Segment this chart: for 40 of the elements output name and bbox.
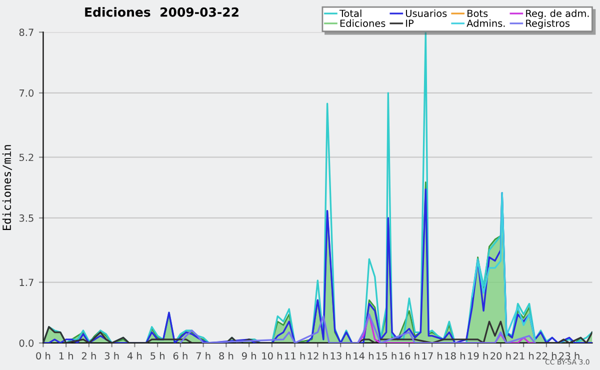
legend-label: Ediciones [340,19,386,27]
y-tick-label: 7.0 [20,89,34,97]
x-tick-label: 7 h [196,352,210,360]
y-tick-label: 3.5 [19,214,34,222]
x-tick-label: 22 h [536,352,556,360]
legend-label: Reg. de adm. [526,10,589,19]
chart-title: Ediciones 2009-03-22 [85,7,238,17]
y-axis-title: Ediciones/min [2,145,12,230]
x-tick-label: 9 h [242,352,256,360]
x-tick-label: 18 h [445,352,465,360]
legend-label: IP [406,20,414,27]
y-tick-label: 1.7 [20,278,34,286]
x-tick-label: 15 h [376,352,396,360]
legend-label: Usuarios [406,10,447,18]
x-tick-label: 12 h [308,352,328,360]
legend-label: Registros [526,19,570,29]
x-tick-label: 16 h [399,352,420,360]
legend-label: Bots [468,10,488,18]
x-tick-label: 1 h [59,352,73,360]
x-tick-label: 23 h [559,352,580,360]
x-tick-label: 8 h [219,352,234,360]
x-tick-label: 13 h [330,352,351,360]
x-tick-label: 17 h [422,352,442,360]
x-tick-label: 10 h [262,352,282,360]
x-tick-label: 11 h [285,352,305,360]
legend-label: Total [339,10,362,18]
x-tick-label: 6 h [173,352,188,360]
x-tick-label: 20 h [490,352,511,360]
x-tick-label: 5 h [150,352,164,360]
legend-label: Admins. [466,19,505,27]
x-tick-label: 19 h [468,352,488,360]
x-tick-label: 21 h [513,352,534,360]
y-tick-label: 8.7 [19,28,34,36]
y-tick-label: 5.2 [19,154,34,162]
x-tick-label: 2 h [82,352,96,360]
x-tick-label: 0 h [36,352,50,360]
y-tick-label: 0.0 [19,339,34,347]
x-tick-label: 14 h [354,352,374,360]
x-tick-label: 4 h [127,352,142,360]
x-tick-label: 3 h [104,352,119,360]
